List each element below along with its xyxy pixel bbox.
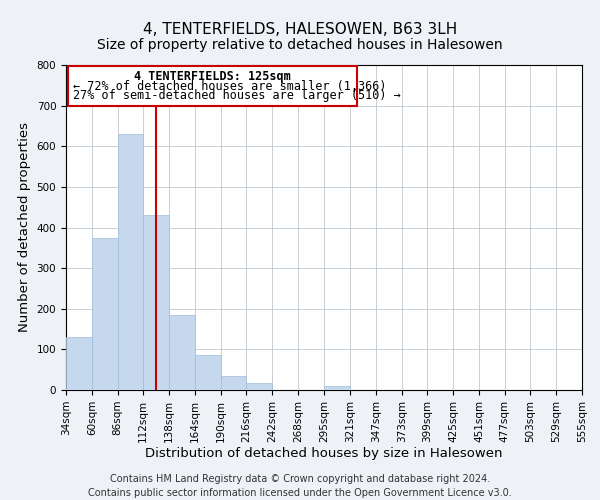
Y-axis label: Number of detached properties: Number of detached properties [18, 122, 31, 332]
Text: 4 TENTERFIELDS: 125sqm: 4 TENTERFIELDS: 125sqm [134, 70, 291, 83]
Text: 4, TENTERFIELDS, HALESOWEN, B63 3LH: 4, TENTERFIELDS, HALESOWEN, B63 3LH [143, 22, 457, 38]
Text: Contains HM Land Registry data © Crown copyright and database right 2024.
Contai: Contains HM Land Registry data © Crown c… [88, 474, 512, 498]
Bar [169, 315, 195, 390]
X-axis label: Distribution of detached houses by size in Halesowen: Distribution of detached houses by size … [145, 448, 503, 460]
Text: ← 72% of detached houses are smaller (1,366): ← 72% of detached houses are smaller (1,… [73, 80, 386, 92]
Text: 27% of semi-detached houses are larger (510) →: 27% of semi-detached houses are larger (… [73, 90, 401, 102]
Bar [66, 337, 92, 390]
Bar [325, 386, 350, 390]
Bar [143, 216, 169, 390]
Bar [68, 66, 357, 106]
Text: Size of property relative to detached houses in Halesowen: Size of property relative to detached ho… [97, 38, 503, 52]
Bar [246, 382, 272, 390]
Bar [221, 376, 246, 390]
Bar [118, 134, 143, 390]
Bar [195, 356, 221, 390]
Bar [92, 238, 118, 390]
